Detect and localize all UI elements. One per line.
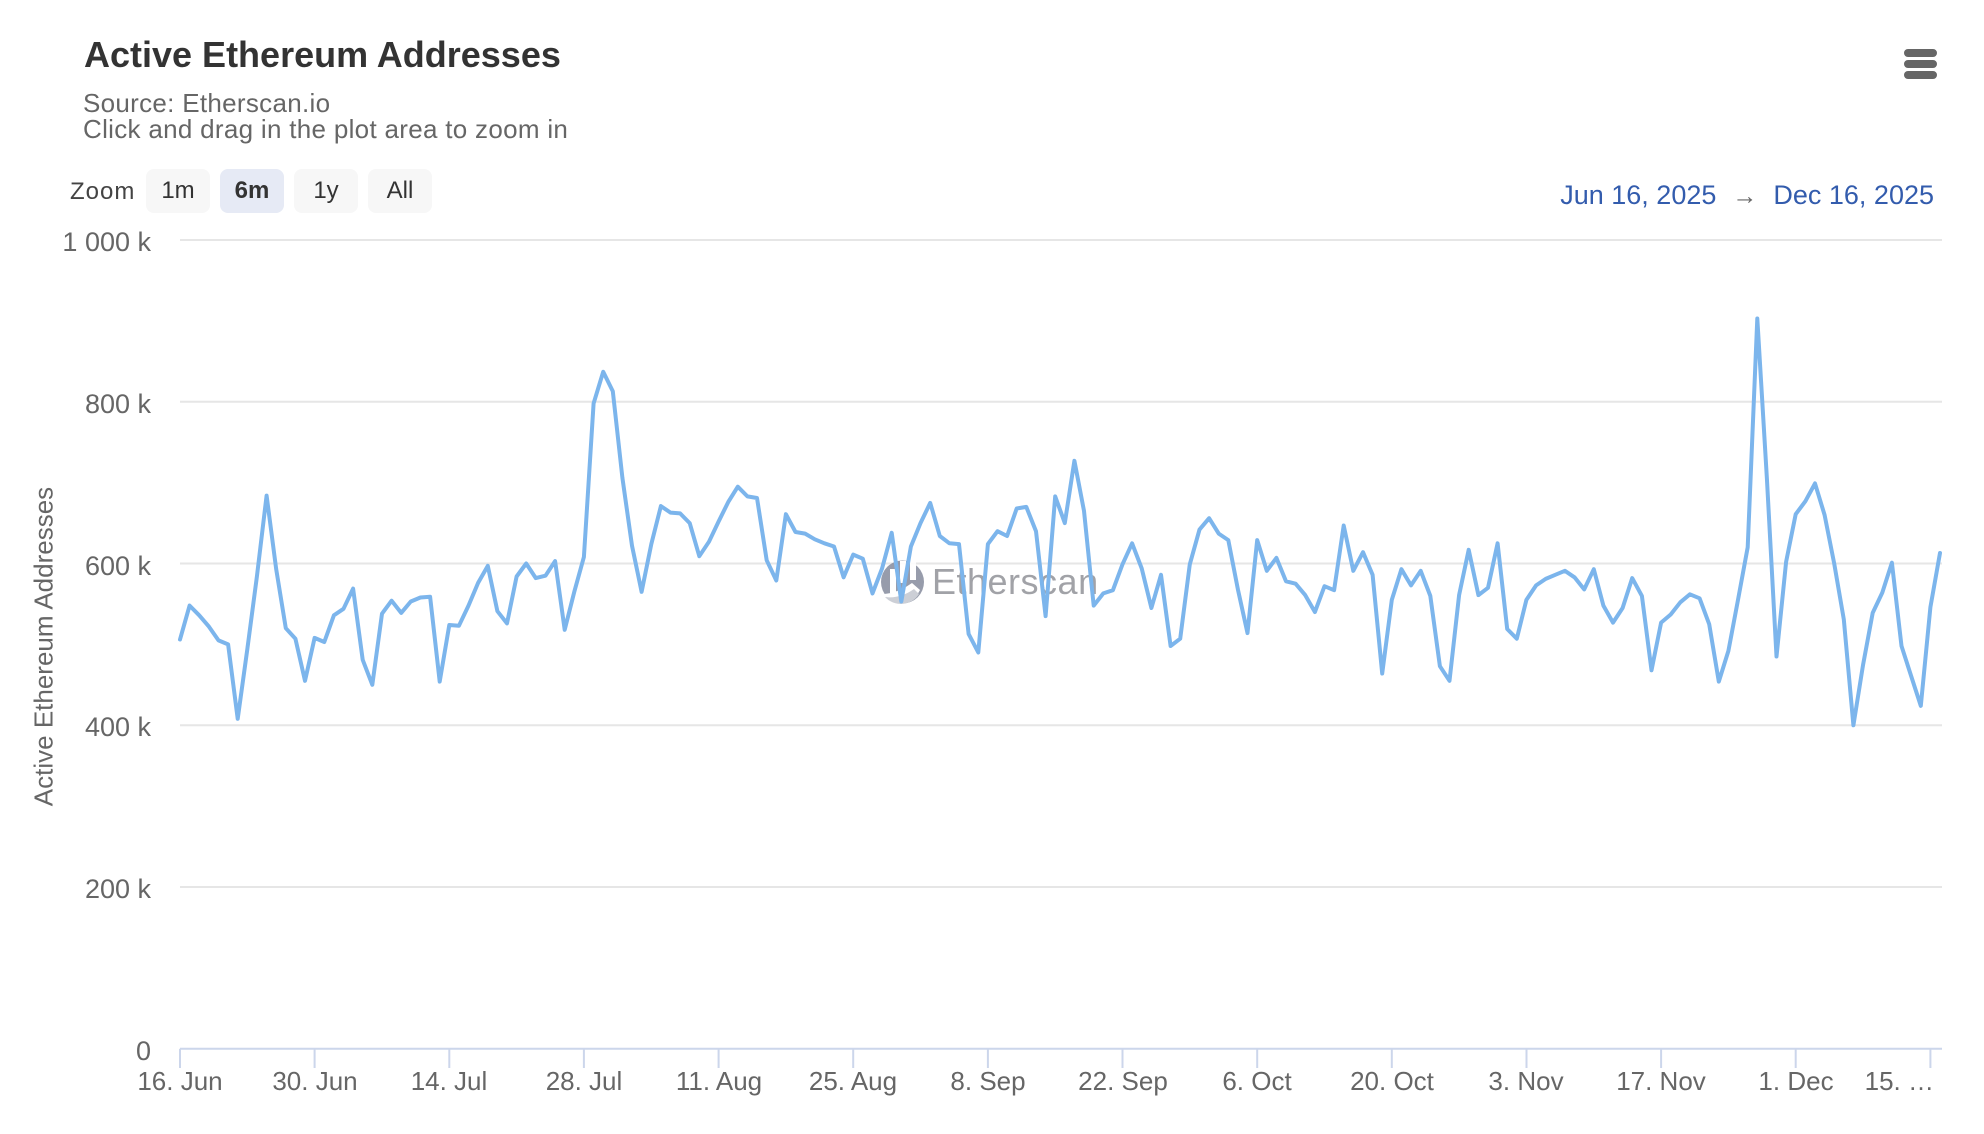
svg-text:Etherscan: Etherscan bbox=[932, 561, 1099, 602]
